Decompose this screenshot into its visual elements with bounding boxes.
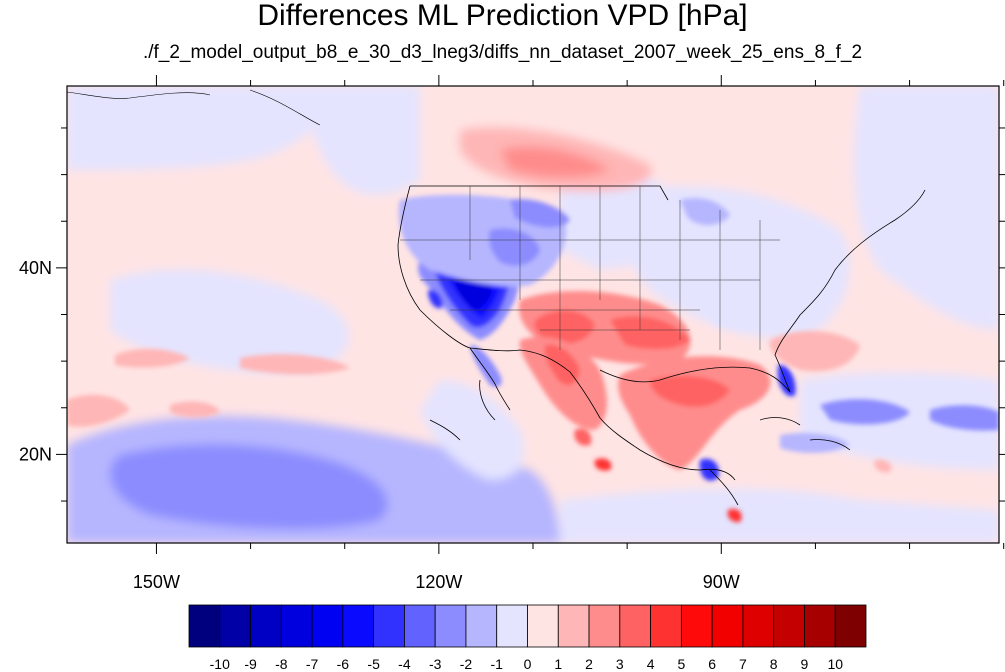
colorbar-boxes — [188, 604, 867, 648]
colorbar-box — [557, 604, 590, 648]
colorbar-box — [219, 604, 251, 648]
colorbar-box — [404, 604, 436, 648]
colorbar-label: -3 — [429, 656, 442, 672]
colorbar-label: 10 — [827, 656, 843, 672]
colorbar-label: -4 — [398, 656, 411, 672]
colorbar-label: -8 — [275, 656, 288, 672]
colorbar-box — [465, 604, 498, 648]
coastlines — [397, 185, 926, 506]
lon-tick-label: 120W — [415, 572, 462, 592]
colorbar-box — [188, 604, 221, 648]
map-subtitle: ./f_2_model_output_b8_e_30_d3_lneg3/diff… — [142, 42, 863, 63]
colorbar-box — [434, 604, 467, 648]
colorbar-label: 9 — [801, 656, 809, 672]
colorbar-label: 7 — [739, 656, 747, 672]
lat-tick-label: 20N — [19, 444, 52, 464]
colorbar-label: -9 — [244, 656, 257, 672]
lat-tick-label: 40N — [19, 258, 52, 278]
colorbar-label: 3 — [616, 656, 624, 672]
colorbar-box — [311, 604, 344, 648]
colorbar-box — [650, 604, 682, 648]
colorbar-box — [619, 604, 651, 648]
colorbar-box — [373, 604, 405, 648]
colorbar-labels: -10 -9 -8 -7 -6 -5 -4 -3 -2 -1 0 1 2 3 4 5 6 7 8 9 10 — [210, 656, 844, 672]
colorbar-box — [280, 604, 313, 648]
field-smooth-regions — [67, 86, 999, 543]
colorbar-box — [773, 604, 805, 648]
colorbar-label: -5 — [367, 656, 380, 672]
colorbar-label: -2 — [460, 656, 473, 672]
lon-tick-label: 150W — [133, 572, 180, 592]
state-borders — [400, 186, 780, 350]
map-title: Differences ML Prediction VPD [hPa] — [257, 0, 748, 32]
colorbar-box — [250, 604, 282, 648]
colorbar-box — [742, 604, 775, 648]
colorbar-label: -10 — [210, 656, 230, 672]
colorbar-box — [680, 604, 713, 648]
colorbar-box — [711, 604, 744, 648]
colorbar-box — [588, 604, 621, 648]
colorbar-label: 1 — [554, 656, 562, 672]
colorbar-box — [834, 604, 867, 648]
colorbar-label: 6 — [708, 656, 716, 672]
colorbar-label: -1 — [491, 656, 504, 672]
field-detail-regions — [67, 194, 999, 523]
colorbar-label: 4 — [647, 656, 655, 672]
vpd-field — [67, 86, 999, 543]
colorbar-label: 0 — [524, 656, 532, 672]
colorbar-label: 2 — [585, 656, 593, 672]
colorbar-label: 5 — [677, 656, 685, 672]
lon-tick-label: 90W — [703, 572, 740, 592]
colorbar-box — [342, 604, 375, 648]
axis-labels: 150W 120W 90W 40N 20N — [19, 258, 740, 592]
colorbar-box — [527, 604, 559, 648]
colorbar-label: -7 — [306, 656, 319, 672]
colorbar-label: -6 — [337, 656, 350, 672]
colorbar-box — [496, 604, 528, 648]
colorbar-label: 8 — [770, 656, 778, 672]
colorbar-box — [804, 604, 836, 648]
